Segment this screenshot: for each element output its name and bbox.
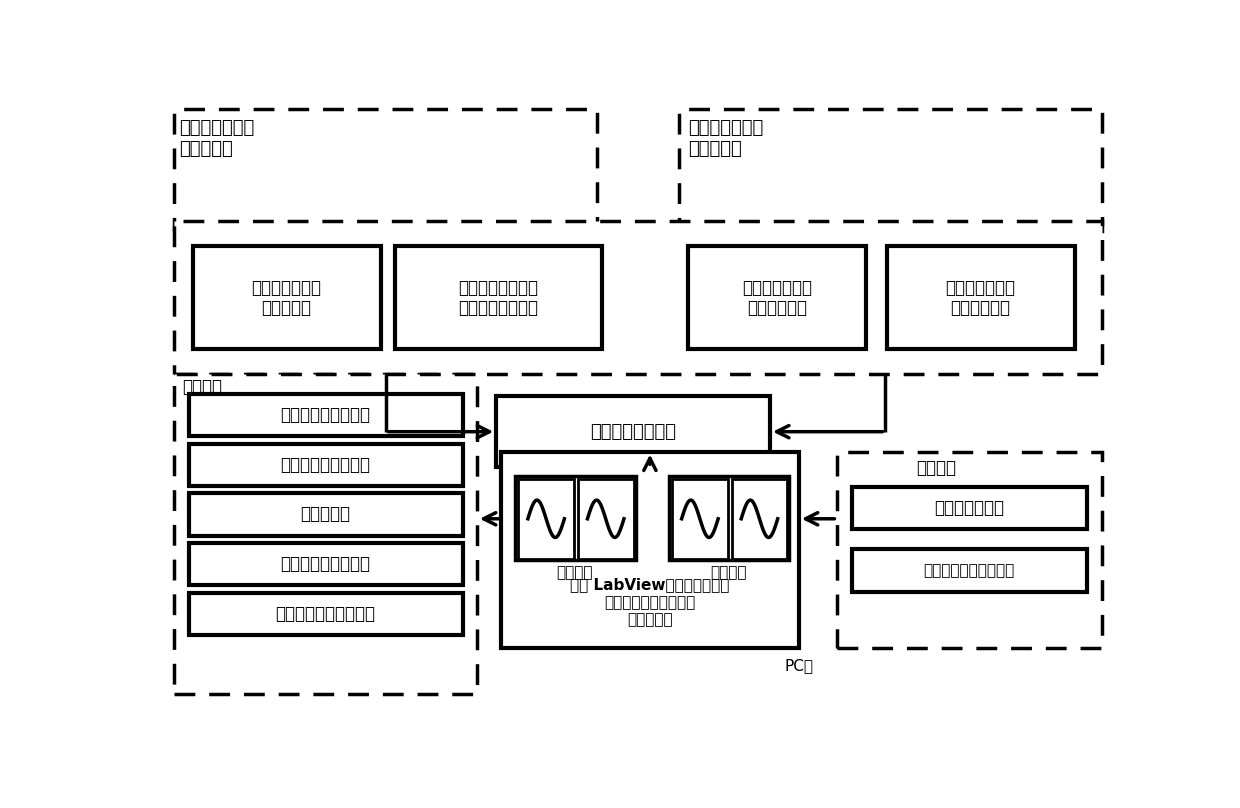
FancyBboxPatch shape (188, 393, 463, 436)
FancyBboxPatch shape (501, 452, 799, 647)
Text: 手术导管受力信
息检测单元: 手术导管受力信 息检测单元 (179, 119, 254, 158)
Text: PC机: PC机 (785, 659, 813, 673)
Text: 操作导管轴向运
动信息传感器: 操作导管轴向运 动信息传感器 (742, 279, 812, 318)
FancyBboxPatch shape (732, 479, 787, 558)
FancyBboxPatch shape (888, 246, 1075, 349)
FancyBboxPatch shape (852, 487, 1087, 529)
Text: 操作导管轴向位移量: 操作导管轴向位移量 (280, 555, 370, 573)
FancyBboxPatch shape (852, 549, 1087, 591)
Text: 操作导管径向运
动信息传感器: 操作导管径向运 动信息传感器 (945, 279, 1016, 318)
FancyBboxPatch shape (518, 479, 574, 558)
Text: 设置单元: 设置单元 (916, 459, 956, 477)
FancyBboxPatch shape (174, 221, 1101, 374)
Text: 手术导管前端碰撞力: 手术导管前端碰撞力 (280, 406, 370, 424)
Text: 微控制器处理单元: 微控制器处理单元 (590, 423, 677, 440)
Text: 手术导管前端碰
撞力传感器: 手术导管前端碰 撞力传感器 (252, 279, 321, 318)
Text: 设置单元: 设置单元 (557, 565, 593, 580)
Text: 手术导管运动过程
中受到阻力传感器: 手术导管运动过程 中受到阻力传感器 (458, 279, 538, 318)
FancyBboxPatch shape (188, 444, 463, 486)
FancyBboxPatch shape (396, 246, 601, 349)
FancyBboxPatch shape (188, 543, 463, 585)
FancyBboxPatch shape (672, 479, 728, 558)
Text: 安全预警区: 安全预警区 (300, 506, 350, 524)
FancyBboxPatch shape (516, 477, 635, 561)
FancyBboxPatch shape (688, 246, 866, 349)
FancyBboxPatch shape (188, 593, 463, 635)
Text: 操作导管运动信
息检测单元: 操作导管运动信 息检测单元 (688, 119, 764, 158)
FancyBboxPatch shape (188, 493, 463, 536)
Text: 显示单元: 显示单元 (711, 565, 746, 580)
FancyBboxPatch shape (193, 246, 381, 349)
FancyBboxPatch shape (496, 396, 770, 467)
FancyBboxPatch shape (174, 374, 477, 694)
Text: 串口初始化设置: 串口初始化设置 (934, 499, 1004, 517)
FancyBboxPatch shape (578, 479, 634, 558)
Text: 血管受力安全阈値设置: 血管受力安全阈値设置 (924, 563, 1014, 578)
FancyBboxPatch shape (678, 109, 1101, 231)
FancyBboxPatch shape (174, 109, 596, 231)
Text: 操作导管径向旋转角度: 操作导管径向旋转角度 (275, 605, 374, 623)
Text: 显示单元: 显示单元 (182, 377, 222, 396)
FancyBboxPatch shape (837, 452, 1101, 647)
FancyBboxPatch shape (670, 477, 789, 561)
Text: 基于 LabView的血管介入手术
机器人操作安全性预警
系统及方法: 基于 LabView的血管介入手术 机器人操作安全性预警 系统及方法 (570, 577, 729, 627)
Text: 手术导管受到的阻力: 手术导管受到的阻力 (280, 456, 370, 473)
